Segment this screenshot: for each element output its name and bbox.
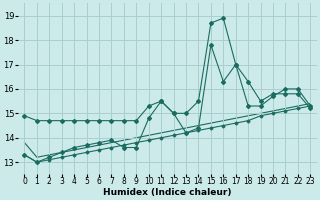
X-axis label: Humidex (Indice chaleur): Humidex (Indice chaleur) [103,188,232,197]
